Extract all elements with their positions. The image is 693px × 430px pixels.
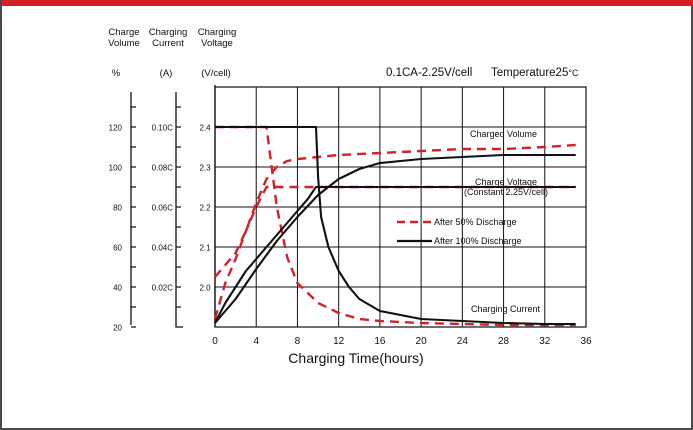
series-50-percent-volume-line	[214, 143, 576, 278]
voltage-axis-title-line1: Charging	[198, 27, 237, 38]
current-tick-label: 0.08C	[152, 164, 174, 173]
x-tick-label: 32	[539, 336, 551, 347]
volume-tick-label: 40	[113, 284, 122, 293]
series-100-percent-volume-line	[214, 153, 576, 324]
voltage-axis-title-line2: Voltage	[201, 38, 233, 49]
volume-tick-label: 60	[113, 244, 122, 253]
plot-grid	[214, 86, 587, 328]
charge-voltage-curve-label-line2: (Constant 2.25V/cell)	[464, 187, 548, 197]
x-tick-label: 36	[580, 336, 592, 347]
x-tick-label: 4	[253, 336, 259, 347]
current-tick-label: 0.02C	[152, 284, 174, 293]
voltage-axis-unit: (V/cell)	[201, 68, 231, 79]
legend: After 50% Discharge After 100% Discharge	[397, 217, 522, 246]
x-tick-label: 8	[295, 336, 301, 347]
voltage-tick-label: 2.0	[199, 284, 211, 293]
series-100-percent-voltage-line	[214, 185, 576, 324]
series-100-percent-current-line	[215, 125, 576, 326]
volume-tick-label: 100	[109, 164, 123, 173]
x-tick-label: 0	[212, 336, 218, 347]
volume-axis-unit: %	[112, 68, 121, 79]
series-50-percent-current-line	[215, 125, 576, 327]
series-50-percent-voltage-line	[213, 185, 576, 320]
current-axis-unit: (A)	[160, 68, 173, 79]
current-tick-label: 0.06C	[152, 204, 174, 213]
current-axis-line	[175, 92, 183, 328]
voltage-tick-label: 2.1	[199, 244, 211, 253]
voltage-tick-label: 2.3	[199, 164, 211, 173]
volume-tick-label: 80	[113, 204, 122, 213]
legend-label-50-percent: After 50% Discharge	[434, 217, 517, 227]
current-tick-label: 0.10C	[152, 124, 174, 133]
curve-lines	[213, 125, 576, 327]
top-accent-bar	[2, 0, 693, 6]
volume-axis-title-line2: Volume	[108, 38, 140, 49]
x-tick-label: 24	[457, 336, 469, 347]
charge-voltage-curve-label-line1: Charge Voltage	[475, 177, 537, 187]
temperature-label: Temperature25°C	[491, 67, 579, 79]
volume-tick-label: 120	[109, 124, 123, 133]
current-axis-title-line2: Current	[152, 38, 184, 49]
volume-tick-label: 20	[113, 324, 122, 333]
legend-label-100-percent: After 100% Discharge	[434, 236, 522, 246]
current-axis-title-line1: Charging	[149, 27, 188, 38]
current-tick-label: 0.04C	[152, 244, 174, 253]
charge-condition-label: 0.1CA-2.25V/cell	[386, 67, 472, 79]
volume-axis-title-line1: Charge	[108, 27, 139, 38]
voltage-tick-label: 2.4	[199, 124, 211, 133]
x-tick-label: 28	[498, 336, 510, 347]
charging-current-curve-label: Charging Current	[471, 304, 541, 314]
charged-volume-curve-label: Charged Volume	[470, 129, 537, 139]
x-tick-label: 12	[333, 336, 345, 347]
tick-labels: 0 4 8 12 16 20 24 28 32 36 20 40 60 80 100 120 0.02C 0.04…	[109, 106, 592, 347]
voltage-tick-label: 2.2	[199, 204, 211, 213]
x-tick-label: 20	[416, 336, 428, 347]
x-tick-label: 16	[374, 336, 386, 347]
x-axis-title: Charging Time(hours)	[288, 350, 423, 366]
